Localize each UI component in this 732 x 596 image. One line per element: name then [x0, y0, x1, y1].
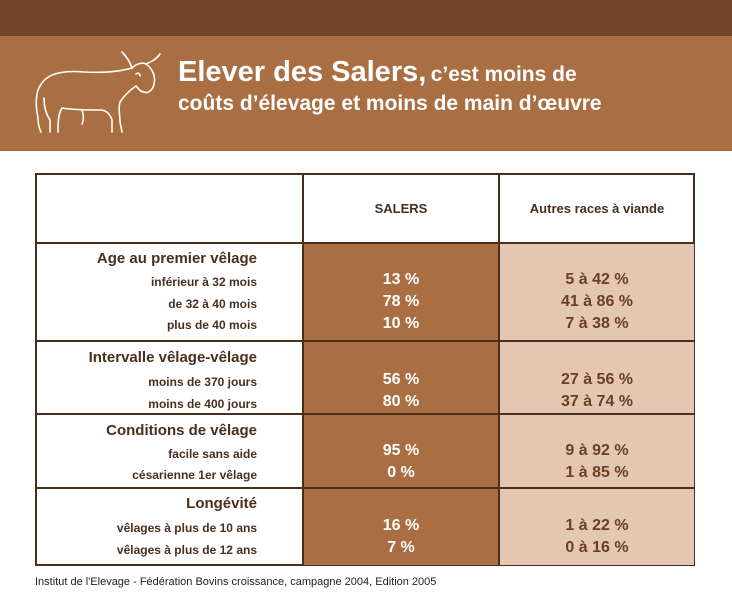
column-header-salers: SALERS — [374, 201, 428, 216]
row-label: césarienne 1er vêlage — [132, 468, 257, 482]
section-title: Conditions de vêlage — [106, 422, 257, 439]
autres-value: 9 à 92 % — [565, 442, 629, 459]
column-header-autres: Autres races à viande — [529, 201, 665, 216]
title-main: Elever des Salers, — [178, 56, 427, 88]
autres-value: 0 à 16 % — [565, 539, 629, 556]
source-footer: Institut de l'Elevage - Fédération Bovin… — [35, 576, 437, 588]
salers-value: 80 % — [382, 393, 420, 410]
section-title: Intervalle vêlage-vêlage — [88, 349, 257, 366]
section-divider — [36, 487, 694, 489]
row-label: vêlages à plus de 10 ans — [116, 521, 257, 535]
comparison-table — [35, 173, 695, 566]
cow-icon — [35, 51, 161, 133]
salers-value: 7 % — [387, 539, 415, 556]
autres-value: 1 à 22 % — [565, 517, 629, 534]
row-label: de 32 à 40 mois — [168, 297, 257, 311]
row-label: moins de 370 jours — [148, 375, 257, 389]
section-divider — [36, 340, 694, 342]
row-label: moins de 400 jours — [148, 397, 257, 411]
header-title: Elever des Salers, c’est moins de coûts … — [178, 56, 602, 116]
section-divider — [36, 413, 694, 415]
column-divider — [302, 174, 304, 565]
row-label: inférieur à 32 mois — [150, 275, 257, 289]
row-label: facile sans aide — [168, 447, 257, 461]
autres-value: 27 à 56 % — [560, 371, 634, 388]
salers-value: 0 % — [387, 464, 415, 481]
salers-value: 10 % — [382, 315, 420, 332]
salers-value: 95 % — [382, 442, 420, 459]
header-row-divider — [36, 242, 694, 244]
row-label: plus de 40 mois — [166, 318, 257, 332]
salers-value: 13 % — [382, 271, 420, 288]
autres-value: 41 à 86 % — [560, 293, 634, 310]
salers-value: 16 % — [382, 517, 420, 534]
top-bar — [0, 0, 732, 36]
salers-value: 78 % — [382, 293, 420, 310]
column-divider — [498, 174, 500, 565]
section-title: Age au premier vêlage — [96, 250, 257, 267]
autres-value: 37 à 74 % — [560, 393, 634, 410]
section-title: Longévité — [186, 495, 257, 512]
salers-value: 56 % — [382, 371, 420, 388]
title-line2: coûts d’élevage et moins de main d’œuvre — [178, 92, 602, 116]
autres-value: 1 à 85 % — [565, 464, 629, 481]
autres-value: 5 à 42 % — [565, 271, 629, 288]
autres-value: 7 à 38 % — [565, 315, 629, 332]
title-sub: c’est moins de — [430, 63, 577, 86]
salers-column-fill — [303, 243, 499, 565]
autres-column-fill — [500, 243, 694, 565]
row-label: vêlages à plus de 12 ans — [116, 543, 257, 557]
